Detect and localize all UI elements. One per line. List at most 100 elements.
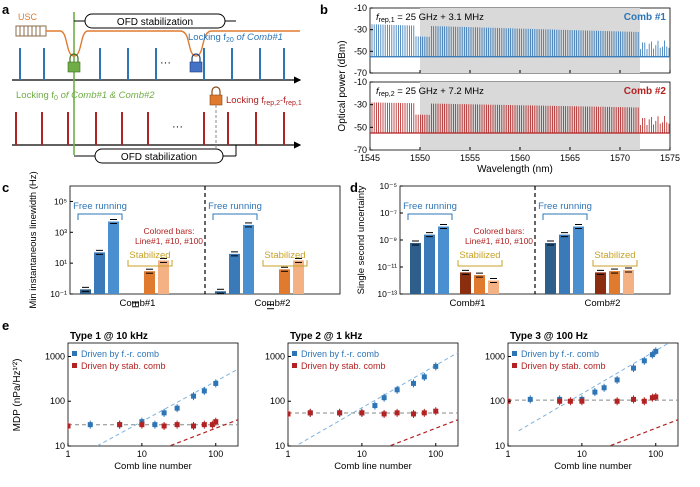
legend-label: Driven by stab. comb (81, 361, 166, 371)
bar-free-running (243, 224, 254, 294)
stab-point (649, 395, 655, 401)
x-tick-label: 10 (357, 449, 367, 459)
chart-title: Type 1 @ 10 kHz (70, 331, 148, 342)
y-tick-label: 100 (50, 396, 65, 406)
stab-point (653, 394, 659, 400)
bar-stabilized (293, 260, 304, 294)
x-axis-label: Comb line number (114, 461, 192, 472)
y-tick-label: 10⁻⁹ (379, 235, 397, 245)
bar-stabilized (488, 280, 499, 294)
panel-b: b -10 -30 -50 -70 frep,1 = 25 GHz + 3.1 MHz C… (320, 2, 680, 175)
free-running-label: Free running (538, 201, 592, 212)
x-tick-label: 1570 (610, 153, 630, 163)
plot-inner (508, 343, 678, 446)
legend-marker (292, 363, 297, 368)
fr-point (381, 395, 387, 401)
category-label: Comb#1 (120, 298, 156, 309)
free-running-label: Free running (208, 201, 262, 212)
y-tick-label: 10⁻¹¹ (377, 262, 397, 272)
stabilized-label: Stabilized (264, 250, 305, 261)
stab-point (68, 423, 71, 429)
stabilized-label: Stabilized (129, 250, 170, 261)
x-tick-label: 1575 (660, 153, 680, 163)
x-tick-label: 10 (137, 449, 147, 459)
fr-point (394, 387, 400, 393)
b-xlabel: Wavelength (nm) (477, 164, 553, 175)
legend-marker (72, 351, 77, 356)
stab-point (213, 419, 219, 425)
bar-stabilized (144, 271, 155, 294)
panel-label-e: e (2, 318, 9, 333)
x-tick-label: 1550 (410, 153, 430, 163)
frep-annotation: frep,1 = 25 GHz + 3.1 MHz (376, 12, 484, 24)
y-tick-label: 10⁻¹³ (377, 289, 397, 299)
y-axis-label: Single second uncertainty (356, 185, 367, 294)
bar-free-running (438, 226, 449, 294)
stab-point (191, 423, 197, 429)
y-tick-label: -50 (354, 46, 367, 56)
legend-marker (72, 363, 77, 368)
y-tick-label: 1000 (265, 351, 285, 361)
fr-point (641, 358, 647, 364)
x-tick-label: 100 (428, 449, 443, 459)
category-label: Comb#2 (585, 298, 621, 309)
y-tick-label: 1000 (45, 351, 65, 361)
legend-label: Driven by stab. comb (521, 361, 606, 371)
panel-a: a USC OFD stabilization (2, 2, 302, 164)
legend-label: Driven by f.-r. comb (301, 349, 379, 359)
lock-transfer-curve (46, 30, 300, 57)
y-tick-label: 10⁻¹ (50, 289, 67, 299)
free-running-label: Free running (403, 201, 457, 212)
y-tick-label: 10 (495, 441, 505, 451)
category-label: Comb#2 (255, 298, 291, 309)
stab-fit-line (387, 419, 458, 446)
stabilized-bracket (127, 260, 173, 267)
stab-point (411, 411, 417, 417)
fr-fit-line (298, 351, 458, 445)
fr-point (87, 422, 93, 428)
stab-point (641, 398, 647, 404)
bar-stabilized (609, 271, 620, 294)
lock-icon-blue (189, 53, 203, 73)
x-tick-label: 1 (505, 449, 510, 459)
bar-free-running (573, 226, 584, 294)
free-running-bracket (407, 213, 453, 220)
y-tick-label: 10⁻⁷ (380, 208, 397, 218)
locking-f20-label: Locking f20 of Comb#1 (188, 32, 283, 44)
y-tick-label: 10¹ (55, 258, 67, 268)
bar-stabilized (595, 272, 606, 294)
stab-point (557, 398, 563, 404)
stab-point (394, 410, 400, 416)
y-tick-label: -10 (354, 77, 367, 87)
y-tick-label: 10 (55, 441, 65, 451)
stabilized-bracket (457, 260, 503, 267)
stab-point (421, 410, 427, 416)
bar-free-running (94, 252, 105, 294)
bar-free-running (108, 221, 119, 294)
stabilized-label: Stabilized (459, 250, 500, 261)
ofd-bottom-label: OFD stabilization (121, 152, 197, 163)
fr-point (631, 365, 637, 371)
category-label: Comb#1 (450, 298, 486, 309)
bar-stabilized (460, 272, 471, 294)
ofd-top-label: OFD stabilization (117, 17, 193, 28)
stab-point (614, 398, 620, 404)
colored-bars-note: Line#1, #10, #100 (135, 236, 203, 246)
frep-annotation: frep,2 = 25 GHz + 7.2 MHz (376, 86, 484, 98)
lock-icon-orange (209, 86, 223, 106)
stab-point (174, 422, 180, 428)
colored-bars-note: Colored bars: (473, 226, 524, 236)
x-tick-label: 1545 (360, 153, 380, 163)
y-tick-label: 10⁻⁵ (380, 181, 397, 191)
stab-fit-line (607, 419, 678, 446)
colored-bars-note: Colored bars: (143, 226, 194, 236)
comb2-ellipsis: ··· (172, 121, 183, 133)
legend-marker (512, 363, 517, 368)
x-axis-label: Comb line number (554, 461, 632, 472)
usc-icon (15, 25, 47, 37)
lock-icon-green (67, 53, 81, 73)
y-tick-label: -50 (354, 122, 367, 132)
x-tick-label: 100 (208, 449, 223, 459)
fr-fit-line (95, 368, 238, 446)
